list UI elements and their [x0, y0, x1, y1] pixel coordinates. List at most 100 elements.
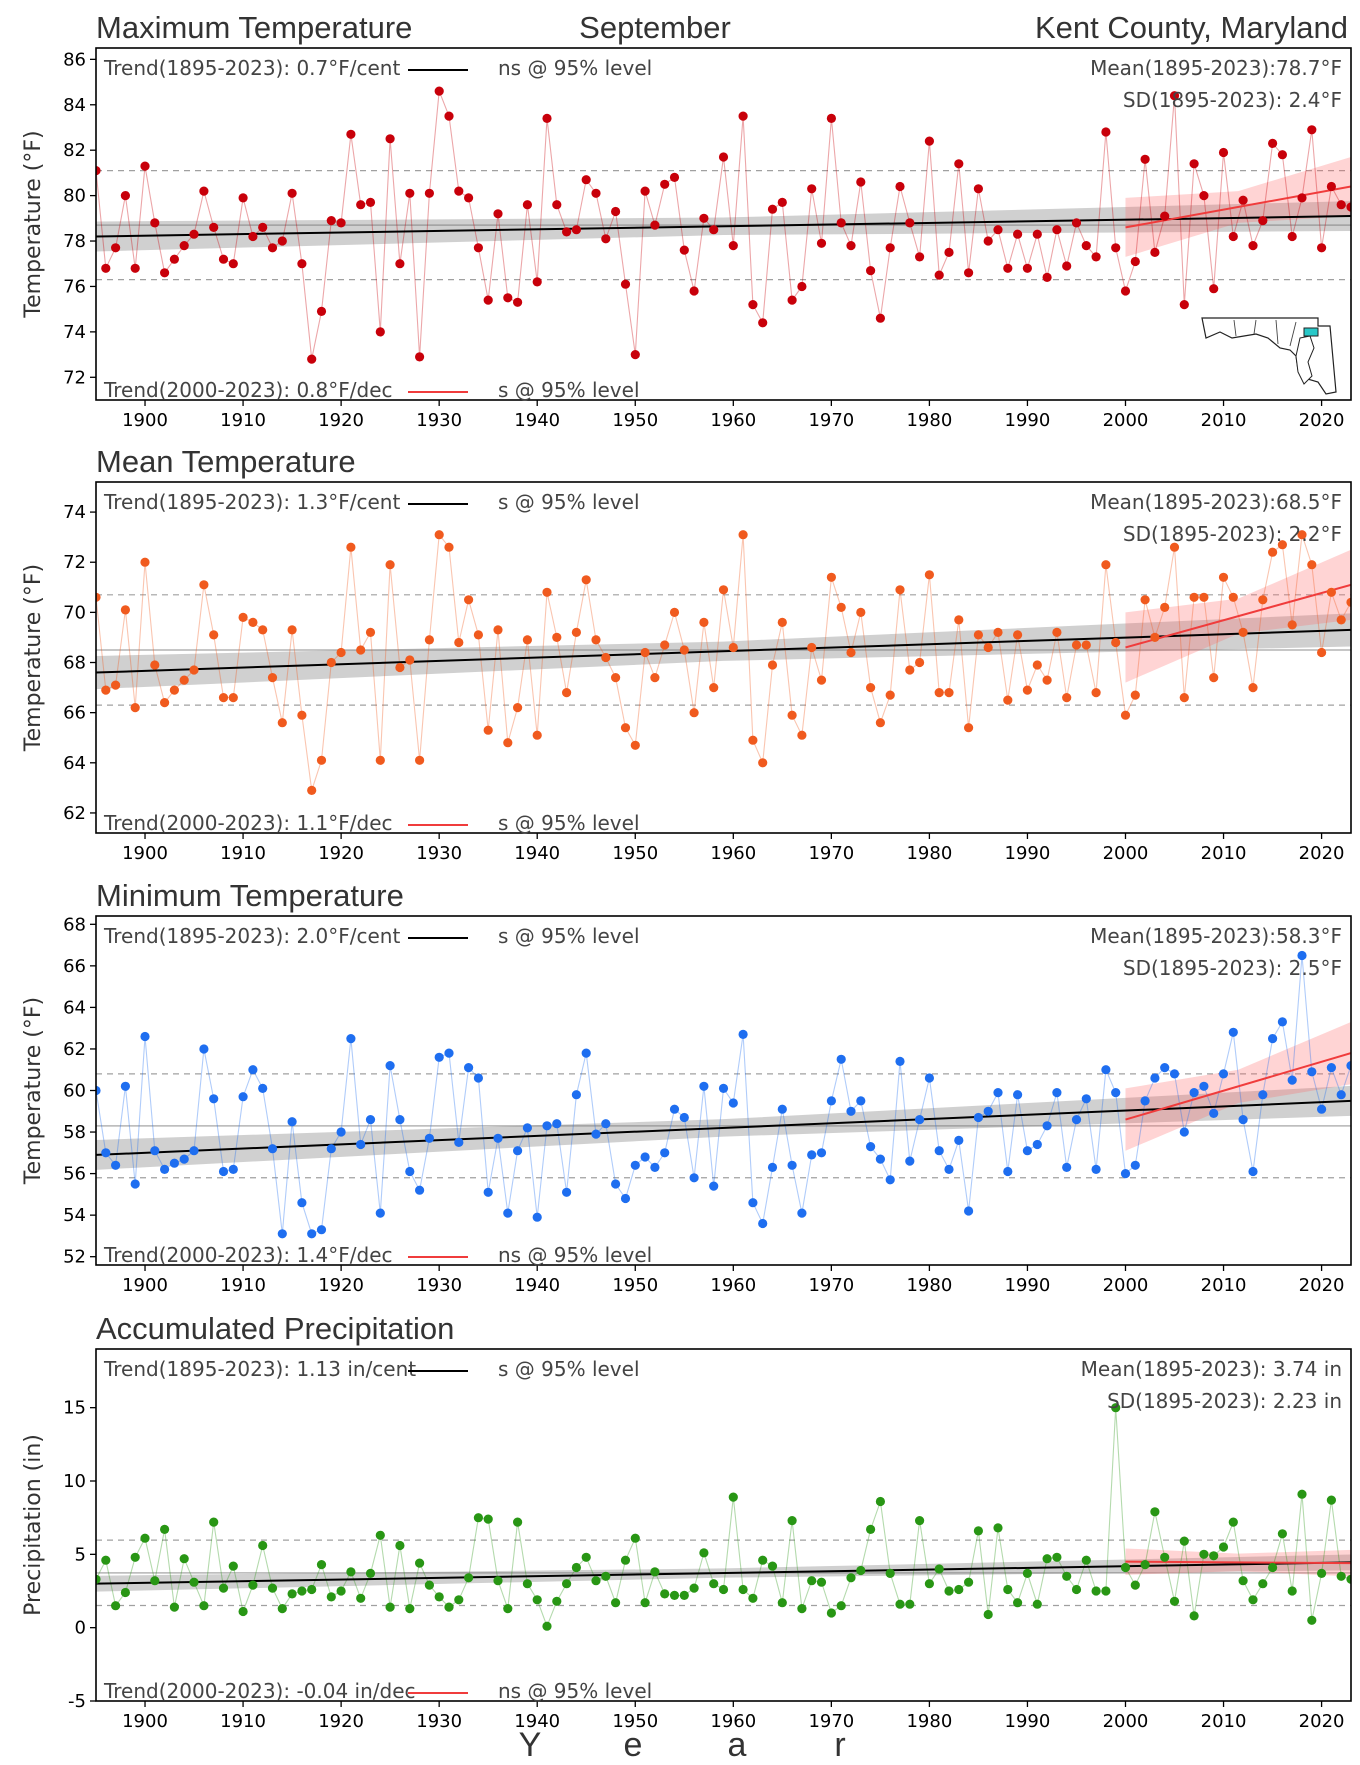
- data-point: [444, 542, 454, 552]
- panel-title: Mean Temperature: [96, 444, 356, 479]
- data-point: [218, 1583, 229, 1593]
- data-point: [424, 188, 434, 198]
- data-point: [1032, 229, 1042, 239]
- x-tick-label: 1950: [612, 1275, 658, 1296]
- data-point: [248, 1065, 258, 1075]
- recent-trend-line: [1125, 1560, 1351, 1565]
- data-point: [601, 1571, 611, 1581]
- data-point: [307, 785, 317, 796]
- data-point: [669, 1590, 680, 1600]
- data-point: [96, 166, 101, 176]
- data-point: [777, 197, 787, 207]
- data-point: [915, 1516, 925, 1526]
- data-point: [365, 1568, 376, 1578]
- data-point: [924, 1579, 935, 1589]
- data-point: [1052, 627, 1062, 638]
- x-tick-label: 1950: [612, 410, 658, 431]
- data-point: [375, 327, 385, 337]
- data-point: [218, 1166, 229, 1177]
- data-point: [816, 238, 827, 248]
- data-point: [709, 1181, 719, 1191]
- data-point: [983, 642, 993, 653]
- data-point: [1130, 256, 1140, 267]
- data-point: [1052, 1552, 1062, 1562]
- data-point: [1277, 540, 1287, 550]
- data-point: [1189, 1088, 1199, 1098]
- header-month: September: [579, 10, 731, 45]
- x-axis-letter: r: [834, 1726, 845, 1760]
- maryland-map-inset: [1201, 317, 1337, 395]
- data-point: [738, 530, 748, 540]
- data-point: [954, 159, 964, 169]
- data-point: [346, 1034, 356, 1044]
- data-point: [1326, 1063, 1336, 1073]
- y-tick-label: 72: [63, 552, 86, 573]
- panel-precip: -5 0 5 10 15 1900 1910 1920 1930 1940 1950 1960 1970…: [21, 1311, 1352, 1732]
- data-point: [562, 1579, 572, 1589]
- data-point: [807, 1576, 817, 1586]
- data-point: [1130, 1160, 1140, 1170]
- x-tick-label: 1930: [416, 843, 462, 864]
- data-point: [885, 1568, 895, 1578]
- x-tick-label: 1910: [220, 410, 266, 431]
- data-point: [1120, 286, 1131, 296]
- data-point: [375, 755, 385, 765]
- data-point: [944, 1164, 954, 1174]
- data-point: [1003, 1166, 1013, 1177]
- data-point: [209, 630, 219, 640]
- data-point: [846, 1573, 856, 1583]
- y-tick-label: 60: [63, 1081, 86, 1102]
- data-point: [1150, 1073, 1160, 1083]
- data-point: [1062, 261, 1072, 271]
- data-point: [1209, 1108, 1219, 1118]
- data-point: [591, 1129, 601, 1139]
- data-point: [356, 1139, 366, 1150]
- data-point: [993, 1088, 1003, 1098]
- data-point: [836, 1054, 846, 1064]
- data-point: [846, 1106, 856, 1116]
- data-point: [169, 254, 179, 264]
- data-point: [669, 1104, 680, 1114]
- data-point: [964, 1577, 974, 1587]
- x-tick-label: 1930: [416, 410, 462, 431]
- data-point: [258, 625, 268, 635]
- data-point: [875, 1496, 886, 1507]
- data-point: [483, 725, 493, 735]
- data-point: [807, 642, 817, 653]
- x-tick-label: 1940: [514, 843, 560, 864]
- data-point: [630, 1533, 640, 1543]
- x-tick-label: 1990: [1005, 1275, 1051, 1296]
- data-point: [454, 637, 464, 648]
- data-point: [1120, 710, 1131, 720]
- data-point: [130, 1179, 140, 1189]
- data-point: [1081, 1094, 1091, 1104]
- data-point: [218, 693, 229, 703]
- data-point: [1150, 1507, 1160, 1517]
- data-point: [199, 1044, 209, 1054]
- data-point: [140, 557, 150, 567]
- data-point: [316, 755, 327, 765]
- data-point: [405, 1604, 415, 1614]
- data-point: [630, 1160, 640, 1170]
- x-tick-label: 1920: [318, 410, 364, 431]
- data-point: [552, 632, 562, 643]
- data-point: [836, 1601, 846, 1611]
- x-tick-label: 1990: [1005, 843, 1051, 864]
- data-point: [385, 1602, 395, 1612]
- data-point: [1140, 1096, 1150, 1106]
- data-point: [1052, 1088, 1062, 1098]
- x-tick-label: 1910: [220, 1275, 266, 1296]
- data-point: [1287, 231, 1297, 242]
- data-point: [346, 129, 356, 139]
- data-point: [571, 1090, 582, 1100]
- data-point: [238, 612, 248, 623]
- data-point: [993, 225, 1003, 235]
- panel-title: Accumulated Precipitation: [96, 1311, 454, 1346]
- data-point: [797, 1208, 807, 1218]
- data-point: [856, 1096, 866, 1106]
- data-point: [96, 1085, 101, 1096]
- data-point: [601, 652, 611, 663]
- data-point: [513, 703, 523, 713]
- plot-frame: [95, 481, 1352, 834]
